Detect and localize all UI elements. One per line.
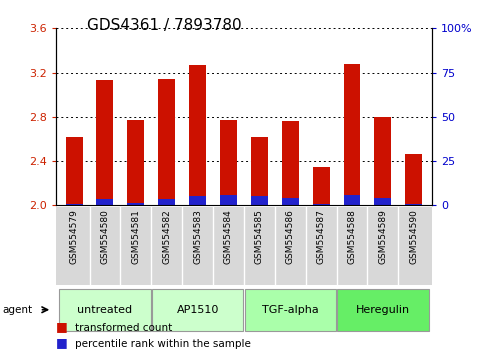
Bar <box>152 289 243 331</box>
Bar <box>128 202 144 205</box>
Bar <box>66 137 83 205</box>
Bar <box>374 117 391 205</box>
Bar <box>158 199 175 205</box>
Text: GSM554579: GSM554579 <box>70 210 79 264</box>
Text: GSM554581: GSM554581 <box>131 210 141 264</box>
Bar <box>343 64 360 205</box>
Bar <box>244 289 336 331</box>
Bar <box>405 204 422 205</box>
Text: GSM554583: GSM554583 <box>193 210 202 264</box>
Text: GSM554586: GSM554586 <box>286 210 295 264</box>
Text: GSM554582: GSM554582 <box>162 210 171 264</box>
Text: GSM554580: GSM554580 <box>100 210 110 264</box>
Bar <box>220 195 237 205</box>
Text: GSM554588: GSM554588 <box>347 210 356 264</box>
Bar <box>343 195 360 205</box>
Bar <box>189 196 206 205</box>
Bar <box>97 80 114 205</box>
Bar <box>66 204 83 205</box>
Text: Heregulin: Heregulin <box>356 305 410 315</box>
Text: TGF-alpha: TGF-alpha <box>262 305 319 315</box>
Text: agent: agent <box>2 305 32 315</box>
Text: GSM554585: GSM554585 <box>255 210 264 264</box>
Bar <box>97 199 114 205</box>
Bar <box>251 137 268 205</box>
Text: percentile rank within the sample: percentile rank within the sample <box>75 339 251 349</box>
Bar <box>128 120 144 205</box>
Bar <box>337 289 428 331</box>
Bar <box>405 154 422 205</box>
Text: GSM554589: GSM554589 <box>378 210 387 264</box>
Bar <box>220 120 237 205</box>
Bar <box>313 204 329 205</box>
Bar <box>374 198 391 205</box>
Bar <box>189 65 206 205</box>
Bar <box>282 121 298 205</box>
Text: GSM554590: GSM554590 <box>409 210 418 264</box>
Text: GSM554587: GSM554587 <box>317 210 326 264</box>
Text: GDS4361 / 7893780: GDS4361 / 7893780 <box>87 18 242 33</box>
Bar <box>158 79 175 205</box>
Bar <box>313 167 329 205</box>
Bar <box>282 198 298 205</box>
Text: ■: ■ <box>56 336 67 349</box>
Text: ■: ■ <box>56 320 67 333</box>
Bar <box>59 289 151 331</box>
Text: AP1510: AP1510 <box>176 305 219 315</box>
Text: GSM554584: GSM554584 <box>224 210 233 264</box>
Bar <box>251 196 268 205</box>
Text: untreated: untreated <box>77 305 132 315</box>
Text: transformed count: transformed count <box>75 323 172 333</box>
